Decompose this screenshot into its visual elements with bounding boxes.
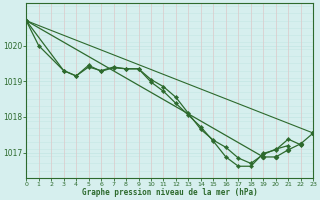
X-axis label: Graphe pression niveau de la mer (hPa): Graphe pression niveau de la mer (hPa) xyxy=(82,188,258,197)
